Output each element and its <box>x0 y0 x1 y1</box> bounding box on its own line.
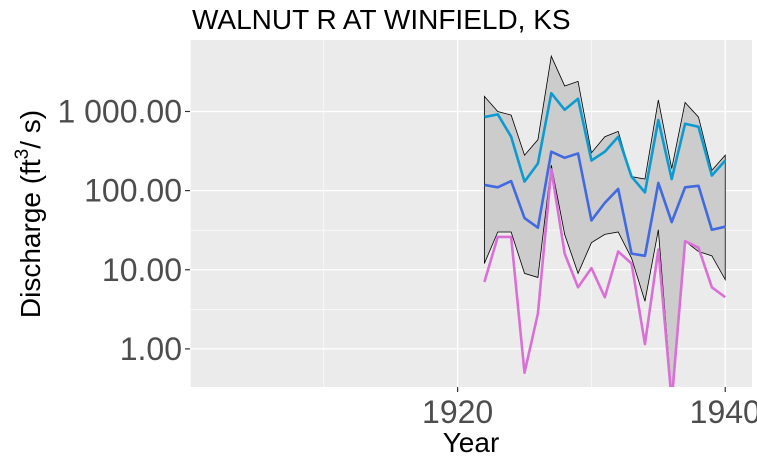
series-lines <box>483 91 727 387</box>
x-axis-title: Year <box>443 427 500 458</box>
major-grid <box>189 40 752 387</box>
y-axis-title-prefix: Discharge (ft <box>15 159 46 318</box>
band-area <box>483 54 726 387</box>
y-tick-label: 1.00 <box>120 331 182 367</box>
y-axis: 1.00 10.00 100.00 1 000.00 <box>57 93 190 367</box>
series-line-3 <box>483 168 727 387</box>
series-line-2 <box>484 150 726 258</box>
y-tick-label: 100.00 <box>84 173 182 209</box>
y-axis-title: Discharge (ft3/ s) <box>12 110 46 318</box>
x-tick-label: 1940 <box>690 394 757 430</box>
y-tick-label: 10.00 <box>102 252 182 288</box>
chart-title: WALNUT R AT WINFIELD, KS <box>192 4 571 35</box>
confidence-band <box>483 54 726 387</box>
y-axis-title-suffix: / s) <box>15 110 46 149</box>
y-axis-title-superscript: 3 <box>12 149 33 160</box>
y-tick-label: 1 000.00 <box>57 93 182 129</box>
series-line-1 <box>484 91 727 194</box>
x-tick-label: 1920 <box>422 394 493 430</box>
x-axis: 1920 1940 <box>422 387 757 430</box>
